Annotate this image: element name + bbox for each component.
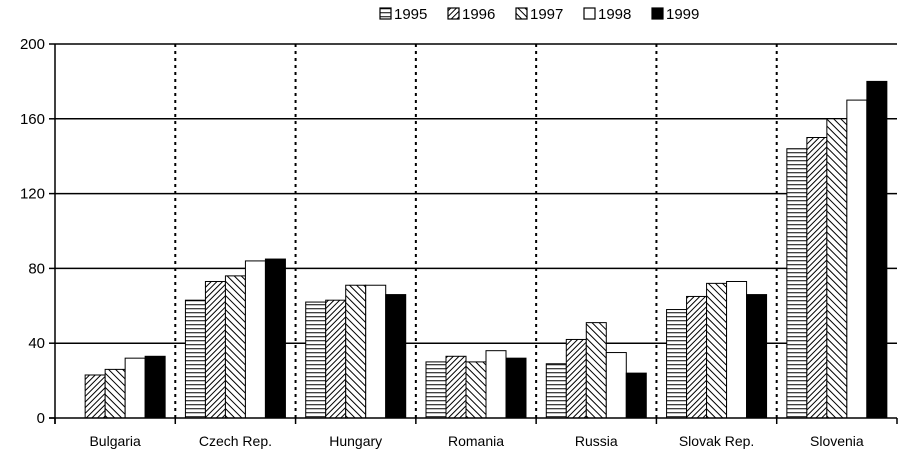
bar-1998-slovenia bbox=[846, 99, 868, 419]
legend-swatch bbox=[447, 7, 460, 20]
legend-label: 1995 bbox=[394, 6, 427, 23]
legend-item-1995: 1995 bbox=[379, 6, 427, 23]
bar-1999-romania bbox=[505, 357, 527, 419]
category-label: Romania bbox=[448, 433, 504, 449]
y-tick-label: 40 bbox=[28, 335, 45, 352]
y-tick-label: 120 bbox=[20, 186, 45, 203]
bar-1996-slovenia bbox=[806, 137, 828, 419]
bar-1998-hungary bbox=[365, 284, 387, 419]
bar-1998-romania bbox=[485, 350, 507, 419]
bar-1997-hungary bbox=[345, 284, 367, 419]
legend-item-1999: 1999 bbox=[651, 6, 699, 23]
category-label: Hungary bbox=[329, 433, 382, 449]
legend-swatch bbox=[583, 7, 596, 20]
bar-1995-czech-rep bbox=[184, 299, 206, 419]
legend-item-1997: 1997 bbox=[515, 6, 563, 23]
bar-1999-russia bbox=[625, 372, 647, 419]
bar-1999-slovenia bbox=[866, 80, 888, 419]
category-label: Slovak Rep. bbox=[679, 433, 754, 449]
bar-1996-russia bbox=[565, 338, 587, 419]
bar-1997-slovak-rep bbox=[706, 282, 728, 419]
bar-1996-hungary bbox=[325, 299, 347, 419]
axes bbox=[49, 43, 898, 424]
bar-1997-slovenia bbox=[826, 118, 848, 419]
bar-1996-slovak-rep bbox=[686, 295, 708, 419]
legend-label: 1997 bbox=[530, 6, 563, 23]
legend-swatch bbox=[515, 7, 528, 20]
category-label: Czech Rep. bbox=[199, 433, 272, 449]
bar-1997-romania bbox=[465, 361, 487, 419]
legend: 1995 1996 1997 1998 1999 bbox=[379, 6, 699, 23]
legend-label: 1998 bbox=[598, 6, 631, 23]
bar-1999-bulgaria bbox=[144, 355, 166, 419]
legend-label: 1996 bbox=[462, 6, 495, 23]
bar-1998-czech-rep bbox=[244, 260, 266, 419]
bar-1999-slovak-rep bbox=[746, 294, 768, 419]
x-tick-labels: Bulgaria Czech Rep. Hungary Romania Russia Sl… bbox=[89, 433, 863, 449]
bar-1995-russia bbox=[545, 363, 567, 419]
bar-1997-czech-rep bbox=[224, 275, 246, 419]
y-tick-label: 200 bbox=[20, 36, 45, 53]
bar-1995-romania bbox=[425, 361, 447, 419]
legend-item-1996: 1996 bbox=[447, 6, 495, 23]
legend-label: 1999 bbox=[666, 6, 699, 23]
y-tick-label: 160 bbox=[20, 111, 45, 128]
bar-1996-czech-rep bbox=[204, 280, 226, 419]
legend-item-1998: 1998 bbox=[583, 6, 631, 23]
bar-1995-slovenia bbox=[786, 148, 808, 419]
legend-swatch bbox=[379, 7, 392, 20]
category-label: Slovenia bbox=[810, 433, 864, 449]
bar-1998-slovak-rep bbox=[726, 280, 748, 419]
y-tick-labels: 0 40 80 120 160 200 bbox=[20, 36, 45, 427]
category-label: Bulgaria bbox=[89, 433, 141, 449]
category-label: Russia bbox=[575, 433, 618, 449]
y-tick-label: 80 bbox=[28, 260, 45, 277]
legend-swatch bbox=[651, 7, 664, 20]
bar-1996-bulgaria bbox=[84, 374, 106, 419]
bar-1998-russia bbox=[605, 352, 627, 419]
gridlines bbox=[55, 43, 897, 344]
bar-1998-bulgaria bbox=[124, 357, 146, 419]
bar-1999-czech-rep bbox=[264, 258, 286, 419]
bar-1999-hungary bbox=[385, 294, 407, 419]
bar-1996-romania bbox=[445, 355, 467, 419]
bars bbox=[84, 80, 888, 419]
bar-1997-russia bbox=[585, 322, 607, 419]
y-tick-label: 0 bbox=[37, 410, 45, 427]
bar-1995-slovak-rep bbox=[666, 309, 688, 419]
bar-1997-bulgaria bbox=[104, 368, 126, 419]
bar-1995-hungary bbox=[305, 301, 327, 419]
